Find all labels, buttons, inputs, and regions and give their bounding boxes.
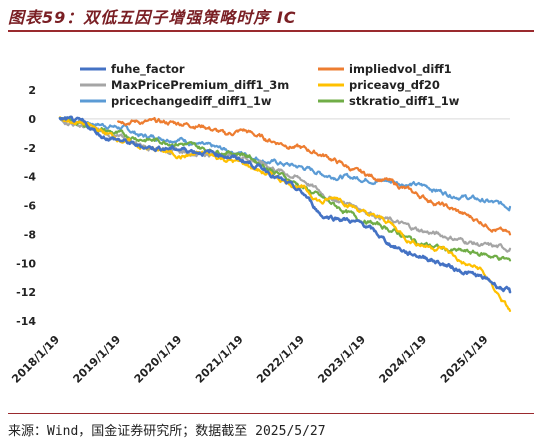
y-tick-label-3: -4 xyxy=(24,171,37,184)
series-line-fuhe-factor xyxy=(58,115,512,294)
y-tick-label-8: -14 xyxy=(16,315,36,328)
x-tick-label-1: 2019/1/19 xyxy=(71,333,124,386)
legend-label-3: priceavg_df20 xyxy=(349,78,440,93)
source-divider xyxy=(8,413,534,414)
legend-label-0: fuhe_factor xyxy=(111,62,185,77)
series-line-pricechangediff-diff1-1w xyxy=(58,117,512,212)
x-tick-label-3: 2021/1/19 xyxy=(193,333,246,386)
x-tick-label-6: 2024/1/19 xyxy=(377,333,430,386)
series-line-impliedvol-diff1 xyxy=(117,116,512,236)
legend-label-5: stkratio_diff1_1w xyxy=(349,94,460,109)
title-divider xyxy=(8,30,534,32)
x-tick-label-2: 2020/1/19 xyxy=(132,333,185,386)
y-tick-label-2: -2 xyxy=(24,142,36,155)
series-line-stkratio-diff1-1w xyxy=(58,116,512,262)
y-tick-label-5: -8 xyxy=(24,228,36,241)
y-tick-label-1: 0 xyxy=(28,113,36,126)
legend-label-1: impliedvol_diff1 xyxy=(349,62,452,77)
y-tick-label-7: -12 xyxy=(16,286,36,299)
chart-legend: fuhe_factor impliedvol_diff1 MaxPricePremi… xyxy=(80,62,460,109)
chart-series-lines xyxy=(58,115,512,312)
chart-title: 图表59：双低五因子增强策略时序 IC xyxy=(8,8,297,27)
y-tick-label-4: -6 xyxy=(24,200,37,213)
x-tick-label-4: 2022/1/19 xyxy=(254,333,307,386)
source-note: 来源：Wind，国金证券研究所；数据截至 2025/5/27 xyxy=(8,424,326,439)
legend-label-2: MaxPricePremium_diff1_3m xyxy=(111,78,289,93)
x-tick-label-7: 2025/1/19 xyxy=(438,333,491,386)
x-tick-label-0: 2018/1/19 xyxy=(9,333,62,386)
legend-label-4: pricechangediff_diff1_1w xyxy=(111,94,272,109)
y-tick-label-0: 2 xyxy=(28,84,36,97)
x-tick-label-5: 2023/1/19 xyxy=(315,333,368,386)
y-tick-label-6: -10 xyxy=(16,257,36,270)
